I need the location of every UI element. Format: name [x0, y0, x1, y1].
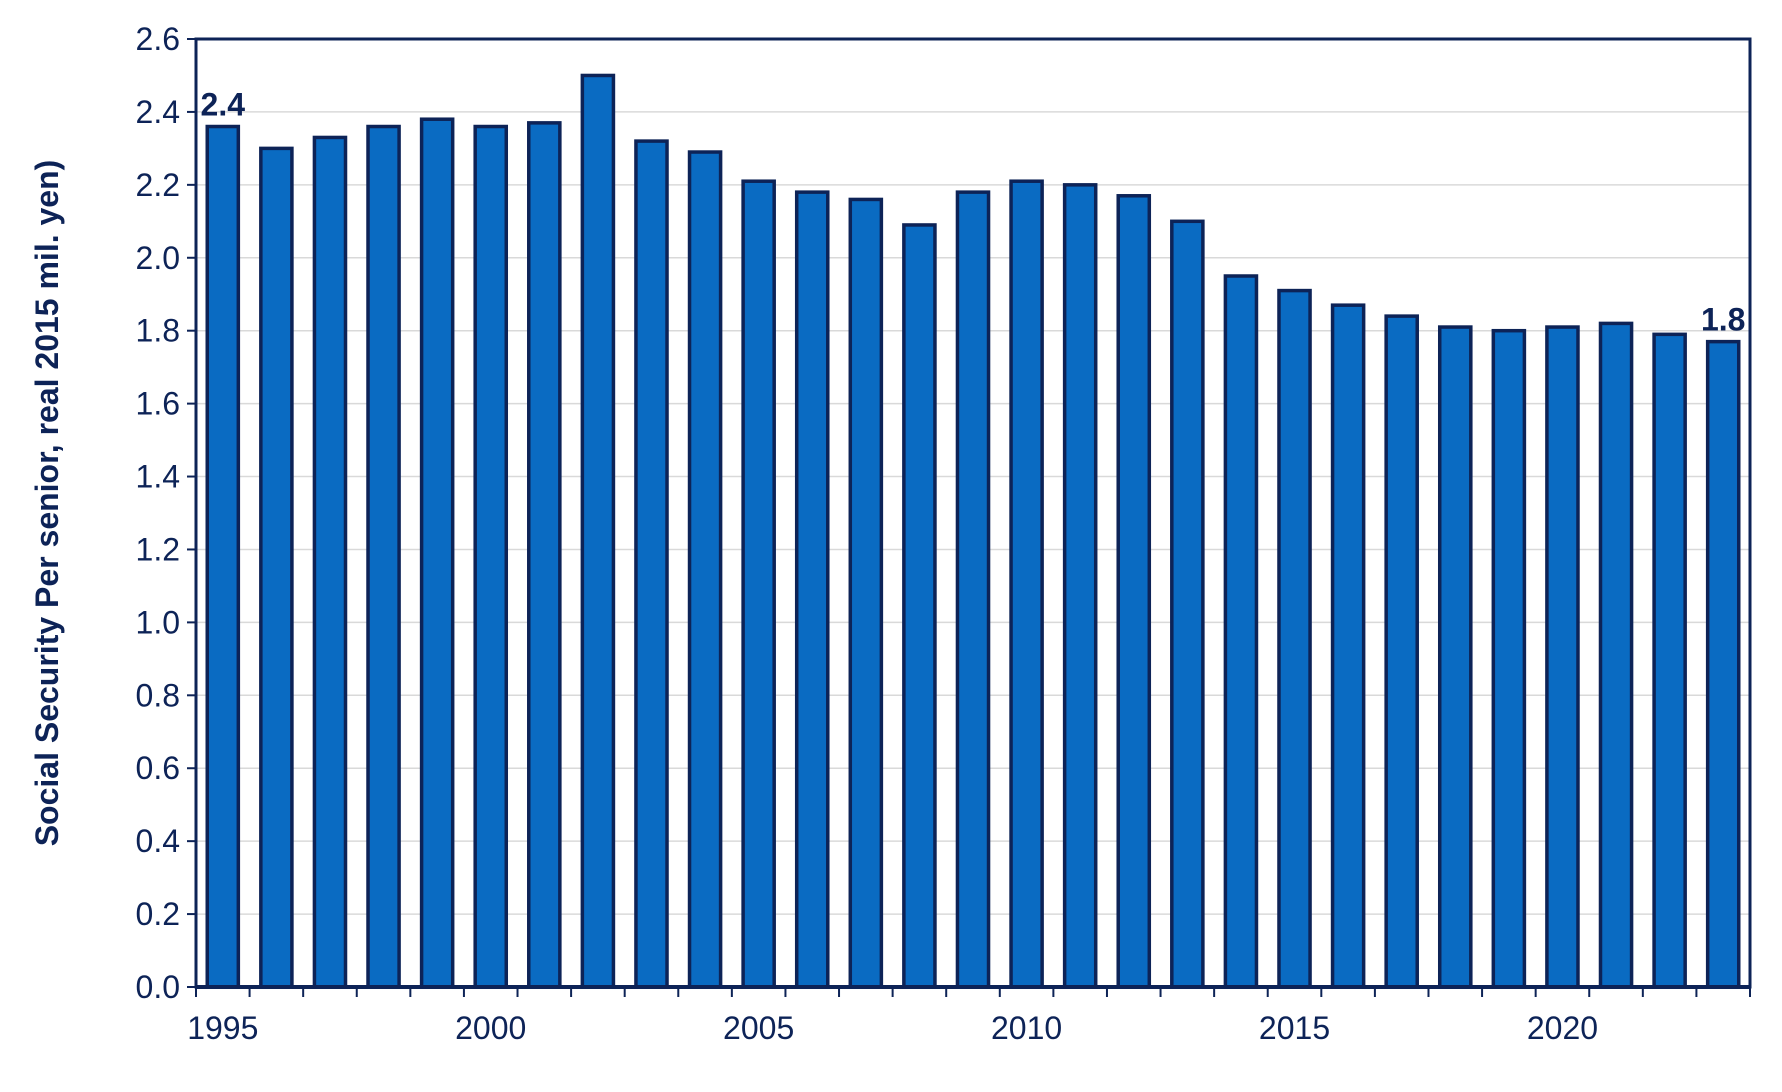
y-tick-label: 1.4	[136, 459, 180, 495]
bar-1998	[366, 124, 401, 989]
bar-2004	[687, 150, 723, 989]
bar-2017	[1384, 314, 1419, 989]
bar-2019	[1491, 328, 1527, 989]
y-tick-label: 0.0	[136, 969, 180, 1005]
bar-2010	[1009, 179, 1044, 989]
bar-2000	[473, 124, 509, 989]
x-tick-labels: 1995 2000 2005 2010 2015 2020	[187, 1010, 1598, 1046]
bar-2013	[1170, 219, 1205, 989]
y-tick-label: 0.6	[136, 750, 180, 786]
x-tick-label: 2015	[1259, 1010, 1330, 1046]
bars	[205, 73, 1741, 989]
bar-1996	[259, 146, 294, 989]
y-tick-label: 2.0	[136, 240, 180, 276]
bar-2001	[527, 121, 562, 989]
bar-2002	[580, 73, 616, 989]
y-axis-title: Social Security Per senior, real 2015 mi…	[29, 160, 65, 847]
y-tick-label: 1.8	[136, 313, 180, 349]
bar-1999	[419, 117, 455, 989]
x-tick-label: 2000	[455, 1010, 526, 1046]
y-tick-labels: 0.0 0.2 0.4 0.6 0.8 1.0 1.2 1.4 1.6 1.8 2.0 2.2 2.4 2…	[136, 21, 180, 1005]
bar-2006	[794, 190, 830, 989]
bar-2005	[741, 179, 776, 989]
x-tick-label: 2005	[723, 1010, 794, 1046]
bar-1995	[205, 124, 241, 989]
bar-2022	[1652, 332, 1687, 989]
y-tick-label: 1.0	[136, 604, 180, 640]
x-tick-label: 2010	[991, 1010, 1062, 1046]
y-tick-label: 2.4	[136, 94, 180, 130]
data-label: 1.8	[1701, 302, 1745, 338]
axis-ticks	[187, 38, 1751, 997]
y-tick-label: 2.6	[136, 21, 180, 57]
data-label: 2.4	[201, 87, 246, 123]
bar-2008	[902, 223, 937, 989]
y-tick-label: 0.2	[136, 896, 180, 932]
bar-2012	[1116, 194, 1152, 989]
bar-2020	[1545, 325, 1580, 989]
x-tick-label: 1995	[187, 1010, 258, 1046]
y-tick-label: 0.8	[136, 677, 180, 713]
y-tick-label: 1.2	[136, 531, 180, 567]
bar-2023	[1705, 339, 1741, 989]
bar-2015	[1277, 288, 1312, 989]
x-tick-label: 2020	[1527, 1010, 1598, 1046]
bar-2007	[848, 197, 884, 989]
bar-2014	[1223, 274, 1259, 989]
bar-2003	[634, 139, 669, 989]
bar-2021	[1598, 321, 1634, 989]
bar-2011	[1062, 183, 1098, 989]
y-tick-label: 1.6	[136, 386, 180, 422]
bar-2016	[1330, 303, 1366, 989]
y-tick-label: 0.4	[136, 823, 180, 859]
bar-2009	[955, 190, 991, 989]
y-tick-label: 2.2	[136, 167, 180, 203]
bar-2018	[1437, 325, 1473, 989]
data-labels: 2.4 1.8	[201, 87, 1746, 338]
bar-1997	[312, 135, 348, 989]
